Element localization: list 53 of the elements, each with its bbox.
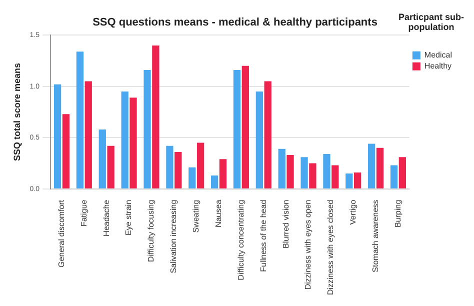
bar [354, 172, 362, 188]
legend-title: Particpant sub-population [398, 12, 464, 32]
bar [210, 176, 218, 188]
bar [346, 173, 353, 188]
bar [233, 70, 241, 188]
bar [62, 114, 70, 188]
legend-label: Medical [424, 50, 452, 60]
bar [398, 157, 406, 188]
x-tick-label: Fullness of the head [258, 200, 268, 272]
bar [323, 154, 330, 188]
bar [188, 167, 196, 188]
bar [98, 129, 106, 188]
x-tick-label: Eye strain [124, 200, 134, 236]
bar [107, 146, 114, 188]
y-axis-title: SSQ total score means [12, 63, 22, 162]
bar [332, 165, 339, 188]
x-tick-label: Sweating [192, 200, 201, 233]
chart-title: SSQ questions means - medical & healthy participants [92, 16, 378, 29]
x-tick-label: Headache [102, 199, 111, 236]
x-tick-label: Nausea [214, 199, 223, 228]
bar [121, 92, 128, 188]
x-tick-label: Blurred vision [281, 200, 290, 248]
bar [166, 146, 174, 188]
bar [219, 159, 227, 188]
legend-label: Healthy [424, 62, 452, 71]
x-tick-label: Stomach awareness [370, 200, 380, 272]
x-tick-label: Fatigue [79, 199, 88, 227]
bar [390, 165, 398, 188]
bar [286, 155, 294, 188]
bar [76, 52, 84, 188]
bar [152, 45, 160, 188]
bar [309, 163, 316, 188]
x-tick-label: Difficulty concentrating [236, 200, 246, 280]
x-tick-label: Salivation increasing [169, 200, 178, 274]
bar [264, 81, 272, 188]
x-tick-label: Vertigo [348, 199, 358, 225]
bar [144, 70, 151, 188]
bar [130, 98, 137, 188]
bar [196, 142, 204, 188]
bar [278, 148, 286, 188]
x-tick-label: General discomfort [56, 199, 66, 268]
bar [84, 81, 92, 188]
bar [368, 144, 376, 188]
bar [54, 84, 62, 188]
bar [242, 66, 249, 188]
bar [174, 152, 182, 188]
x-tick-label: Dizziness with eyes closed [326, 200, 336, 296]
bar [376, 148, 384, 188]
x-tick-label: Dizziness with eyes open [304, 200, 313, 290]
bar [256, 92, 263, 188]
x-tick-label: Burping [393, 200, 402, 228]
bar [300, 157, 308, 188]
x-tick-label: Difficulty focusing [146, 200, 156, 262]
